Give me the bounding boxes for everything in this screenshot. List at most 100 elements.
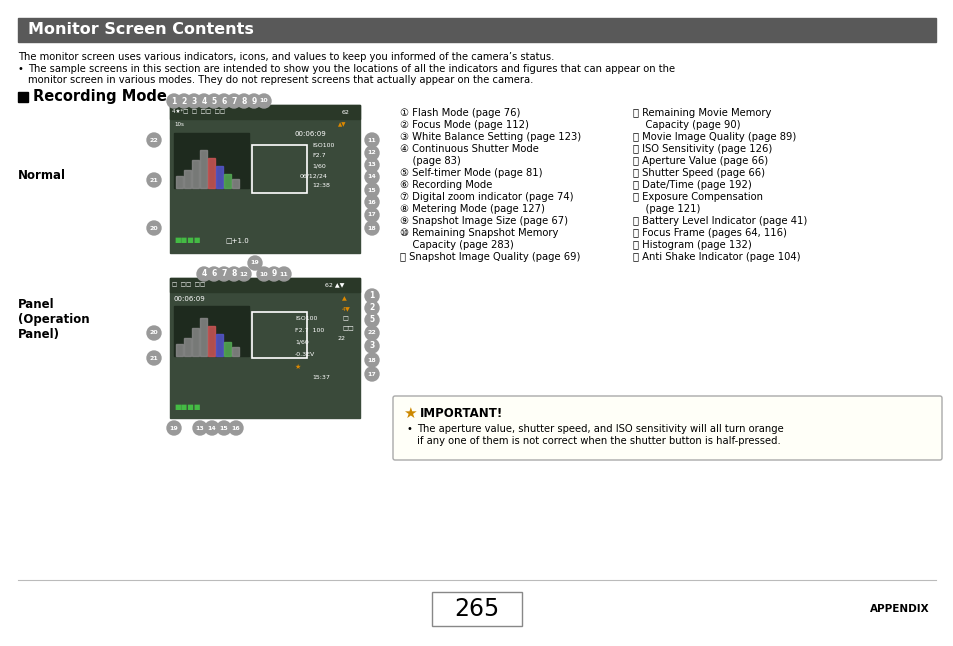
Text: 2: 2: [181, 96, 187, 105]
Text: 265: 265: [454, 597, 499, 621]
Circle shape: [365, 353, 378, 367]
Text: 2: 2: [369, 304, 375, 313]
Text: 1: 1: [172, 96, 176, 105]
Text: 14: 14: [367, 174, 376, 180]
Text: □  □□  □□: □ □□ □□: [172, 282, 205, 287]
Text: 62 ▲▼: 62 ▲▼: [325, 282, 344, 287]
Circle shape: [365, 339, 378, 353]
Text: ⑲ Battery Level Indicator (page 41): ⑲ Battery Level Indicator (page 41): [633, 216, 806, 226]
Circle shape: [207, 267, 221, 281]
Text: ★: ★: [294, 364, 301, 370]
Bar: [184, 170, 191, 188]
Circle shape: [267, 267, 281, 281]
Text: 21: 21: [150, 355, 158, 360]
Bar: [232, 347, 239, 356]
Text: 21: 21: [150, 178, 158, 183]
Circle shape: [365, 146, 378, 160]
Text: 8: 8: [231, 269, 236, 278]
Circle shape: [229, 421, 243, 435]
Text: ★: ★: [402, 406, 416, 421]
Text: •: •: [407, 424, 413, 434]
Text: 15:37: 15:37: [312, 375, 330, 380]
Text: (page 121): (page 121): [633, 204, 700, 214]
Text: ■■■■: ■■■■: [173, 237, 200, 243]
Text: 16: 16: [367, 200, 376, 205]
Circle shape: [205, 421, 219, 435]
Text: 17: 17: [367, 371, 376, 377]
Bar: [252, 145, 307, 193]
Circle shape: [365, 133, 378, 147]
Circle shape: [147, 133, 161, 147]
Text: 5: 5: [212, 96, 216, 105]
Text: The monitor screen uses various indicators, icons, and values to keep you inform: The monitor screen uses various indicato…: [18, 52, 554, 62]
Text: 06/12/24: 06/12/24: [299, 173, 328, 178]
Text: 5: 5: [369, 315, 375, 324]
Circle shape: [365, 289, 378, 303]
Circle shape: [196, 94, 211, 108]
Bar: [432, 592, 521, 626]
Bar: [224, 342, 231, 356]
Bar: [192, 328, 199, 356]
Circle shape: [147, 351, 161, 365]
Text: 10s: 10s: [173, 122, 184, 127]
Bar: [18, 92, 28, 102]
Bar: [192, 160, 199, 188]
Text: 11: 11: [279, 271, 288, 276]
Text: 13: 13: [195, 426, 204, 430]
Bar: [232, 179, 239, 188]
Bar: [215, 334, 223, 356]
Text: ⑱ Exposure Compensation: ⑱ Exposure Compensation: [633, 192, 762, 202]
Bar: [215, 166, 223, 188]
Circle shape: [365, 158, 378, 172]
Text: IMPORTANT!: IMPORTANT!: [419, 407, 503, 420]
Bar: [170, 105, 359, 119]
Text: •: •: [18, 64, 24, 74]
Text: The sample screens in this section are intended to show you the locations of all: The sample screens in this section are i…: [28, 64, 675, 74]
Text: 22: 22: [367, 331, 376, 335]
Circle shape: [256, 267, 271, 281]
Bar: [170, 105, 359, 253]
Text: ⑰ Date/Time (page 192): ⑰ Date/Time (page 192): [633, 180, 751, 190]
Text: ⑬ Movie Image Quality (page 89): ⑬ Movie Image Quality (page 89): [633, 132, 796, 142]
Text: ▲: ▲: [341, 296, 346, 301]
Text: 10: 10: [259, 98, 268, 103]
Text: 7: 7: [221, 269, 227, 278]
Text: ⑦ Digital zoom indicator (page 74): ⑦ Digital zoom indicator (page 74): [399, 192, 573, 202]
Circle shape: [365, 208, 378, 222]
Circle shape: [216, 421, 231, 435]
Bar: [18, 18, 935, 42]
Text: Capacity (page 90): Capacity (page 90): [633, 120, 740, 130]
Circle shape: [248, 256, 262, 270]
Text: 00:06:09: 00:06:09: [173, 296, 206, 302]
Circle shape: [193, 421, 207, 435]
Text: □□: □□: [341, 326, 354, 331]
Text: monitor screen in various modes. They do not represent screens that actually app: monitor screen in various modes. They do…: [28, 75, 533, 85]
Text: 4▼: 4▼: [341, 306, 351, 311]
Text: ▲▼: ▲▼: [337, 122, 346, 127]
Circle shape: [365, 170, 378, 184]
Text: 19: 19: [170, 426, 178, 430]
Bar: [173, 306, 249, 356]
Text: 14: 14: [208, 426, 216, 430]
Text: ② Focus Mode (page 112): ② Focus Mode (page 112): [399, 120, 528, 130]
Text: 3: 3: [369, 342, 375, 351]
Bar: [200, 150, 207, 188]
Text: ⑫ Remaining Movie Memory: ⑫ Remaining Movie Memory: [633, 108, 771, 118]
Circle shape: [216, 94, 231, 108]
Text: Recording Mode: Recording Mode: [33, 90, 167, 105]
Bar: [252, 312, 307, 358]
Circle shape: [227, 94, 241, 108]
Text: 62: 62: [341, 110, 350, 114]
Circle shape: [236, 94, 251, 108]
Bar: [224, 174, 231, 188]
Text: 18: 18: [367, 225, 376, 231]
Text: 7: 7: [231, 96, 236, 105]
Text: ⑳ Focus Frame (pages 64, 116): ⑳ Focus Frame (pages 64, 116): [633, 228, 786, 238]
Text: ISO100: ISO100: [294, 316, 317, 321]
Circle shape: [365, 326, 378, 340]
Bar: [208, 158, 214, 188]
Text: 4: 4: [201, 269, 207, 278]
Circle shape: [147, 173, 161, 187]
Text: ⑭ ISO Sensitivity (page 126): ⑭ ISO Sensitivity (page 126): [633, 144, 771, 154]
Circle shape: [216, 267, 231, 281]
